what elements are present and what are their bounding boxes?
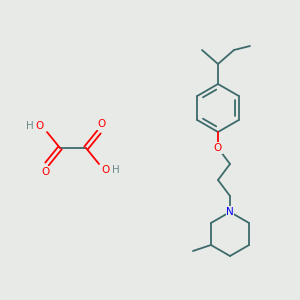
Text: H: H	[26, 121, 34, 131]
Text: O: O	[36, 121, 44, 131]
Text: O: O	[102, 165, 110, 175]
Text: O: O	[214, 143, 222, 153]
Text: O: O	[41, 167, 49, 177]
Text: N: N	[226, 207, 234, 217]
Text: H: H	[112, 165, 120, 175]
Text: O: O	[97, 119, 105, 129]
